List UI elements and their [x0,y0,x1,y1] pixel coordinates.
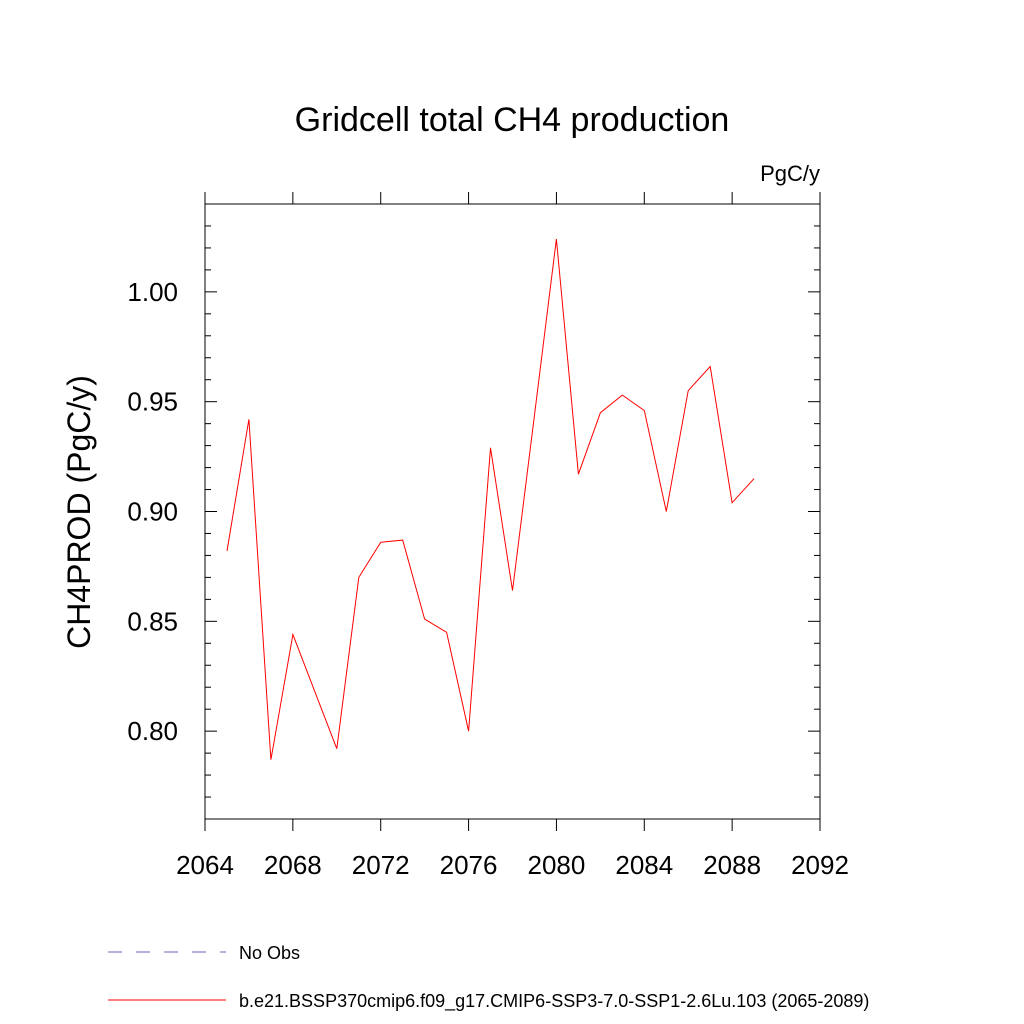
x-tick-label: 2076 [440,850,498,880]
axis-ticks: 2064 2068 2072 2076 2080 2084 2088 2092 0.80 0.85… [127,192,849,880]
plot-frame [204,203,821,820]
x-tick-label: 2068 [264,850,322,880]
chart-title: Gridcell total CH4 production [295,101,730,139]
legend-label-0: No Obs [239,943,300,963]
x-tick-label: 2064 [176,850,234,880]
legend-label-1: b.e21.BSSP370cmip6.f09_g17.CMIP6-SSP3-7.… [239,991,869,1012]
x-tick-label: 2088 [703,850,761,880]
units-label: PgC/y [760,161,820,186]
x-tick-label: 2092 [791,850,849,880]
x-tick-label: 2080 [528,850,586,880]
series-group [226,239,755,760]
y-tick-label: 0.90 [127,497,178,527]
legend: No Obs b.e21.BSSP370cmip6.f09_g17.CMIP6-S… [108,943,869,1012]
x-tick-label: 2072 [352,850,410,880]
y-tick-label: 0.85 [127,606,178,636]
series-line-0 [226,239,755,760]
y-axis-label: CH4PROD (PgC/y) [61,375,97,649]
y-tick-label: 0.80 [127,716,178,746]
x-tick-label: 2084 [615,850,673,880]
y-tick-label: 0.95 [127,387,178,417]
y-tick-label: 1.00 [127,277,178,307]
